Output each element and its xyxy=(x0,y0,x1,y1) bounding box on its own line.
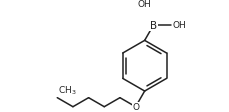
Text: CH$_3$: CH$_3$ xyxy=(58,84,76,96)
Text: OH: OH xyxy=(137,0,151,9)
Text: B: B xyxy=(150,20,157,30)
Text: O: O xyxy=(132,102,139,111)
Text: OH: OH xyxy=(173,21,186,30)
